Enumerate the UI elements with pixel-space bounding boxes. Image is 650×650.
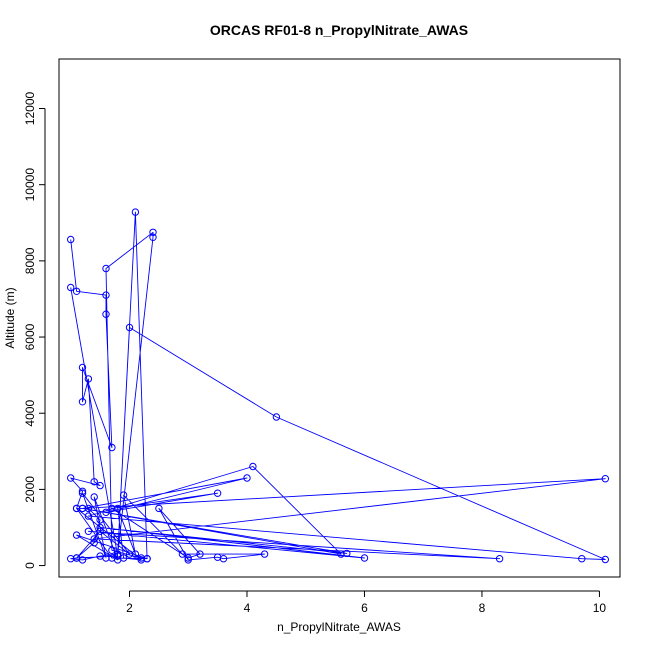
data-point bbox=[155, 504, 163, 513]
data-point bbox=[78, 398, 87, 406]
data-point bbox=[131, 208, 140, 216]
data-point bbox=[84, 527, 93, 535]
data-point bbox=[131, 550, 140, 558]
data-point bbox=[108, 546, 116, 554]
x-axis-label: n_PropylNitrate_AWAS bbox=[277, 620, 401, 634]
data-point bbox=[96, 523, 104, 532]
data-point bbox=[78, 363, 87, 372]
data-point bbox=[149, 233, 157, 242]
data-point bbox=[143, 555, 151, 563]
chart-title: ORCAS RF01-8 n_PropylNitrate_AWAS bbox=[210, 22, 468, 38]
data-point bbox=[102, 264, 110, 273]
data-point bbox=[149, 228, 157, 237]
x-tick-label: 6 bbox=[361, 601, 368, 615]
x-axis: 2 4 6 8 10 bbox=[126, 590, 607, 615]
data-point bbox=[67, 283, 75, 292]
data-point bbox=[84, 512, 93, 520]
x-tick-label: 4 bbox=[244, 601, 251, 615]
plot-series bbox=[67, 208, 609, 564]
data-point bbox=[102, 508, 110, 516]
data-point bbox=[108, 504, 116, 513]
data-point bbox=[119, 491, 128, 499]
x-tick-label: 10 bbox=[593, 601, 607, 615]
data-point bbox=[90, 539, 98, 547]
data-point bbox=[78, 489, 87, 497]
y-tick-label: 0 bbox=[23, 562, 37, 569]
data-point bbox=[84, 375, 93, 383]
data-point bbox=[114, 556, 122, 564]
data-point bbox=[72, 287, 81, 295]
y-tick-label: 8000 bbox=[23, 247, 37, 274]
data-point bbox=[601, 475, 609, 483]
data-point bbox=[67, 235, 75, 244]
data-point bbox=[578, 555, 586, 563]
data-point bbox=[114, 504, 122, 513]
data-point bbox=[96, 516, 104, 524]
data-point bbox=[90, 535, 98, 543]
data-point bbox=[178, 550, 187, 558]
data-point bbox=[260, 550, 269, 558]
y-tick-label: 6000 bbox=[23, 323, 37, 350]
data-point bbox=[67, 474, 75, 482]
data-point bbox=[249, 462, 257, 471]
data-point bbox=[360, 554, 369, 562]
x-tick-label: 8 bbox=[479, 601, 486, 615]
data-point bbox=[102, 310, 110, 318]
data-point bbox=[90, 493, 98, 501]
y-tick-label: 2000 bbox=[23, 476, 37, 503]
data-point bbox=[108, 443, 116, 452]
data-point bbox=[184, 554, 192, 562]
data-point bbox=[495, 555, 504, 563]
x-tick-label: 2 bbox=[126, 601, 133, 615]
data-point bbox=[72, 504, 81, 513]
data-point bbox=[601, 555, 609, 564]
series-line bbox=[70, 211, 606, 561]
data-point bbox=[72, 554, 81, 562]
data-point bbox=[90, 478, 98, 486]
data-point bbox=[125, 550, 134, 558]
data-point bbox=[196, 550, 204, 558]
y-tick-label: 12000 bbox=[23, 92, 37, 126]
y-axis-label: Altitude (m) bbox=[3, 287, 17, 348]
data-point bbox=[114, 550, 122, 558]
data-point bbox=[343, 549, 351, 558]
data-point bbox=[243, 474, 251, 482]
data-point bbox=[96, 481, 104, 490]
data-point bbox=[337, 550, 345, 558]
data-point bbox=[213, 489, 222, 497]
data-point bbox=[184, 556, 192, 564]
y-axis: 0 2000 4000 6000 8000 10000 12000 bbox=[23, 92, 46, 569]
data-point bbox=[96, 527, 104, 535]
data-point bbox=[102, 291, 110, 299]
data-point bbox=[72, 531, 81, 539]
data-point bbox=[219, 555, 228, 563]
data-point bbox=[125, 323, 134, 332]
data-point bbox=[272, 413, 281, 421]
data-point bbox=[114, 552, 122, 560]
data-point bbox=[102, 554, 110, 562]
plot-frame bbox=[58, 58, 621, 578]
y-tick-label: 10000 bbox=[23, 168, 37, 202]
data-point bbox=[78, 487, 87, 495]
y-tick-label: 4000 bbox=[23, 400, 37, 427]
